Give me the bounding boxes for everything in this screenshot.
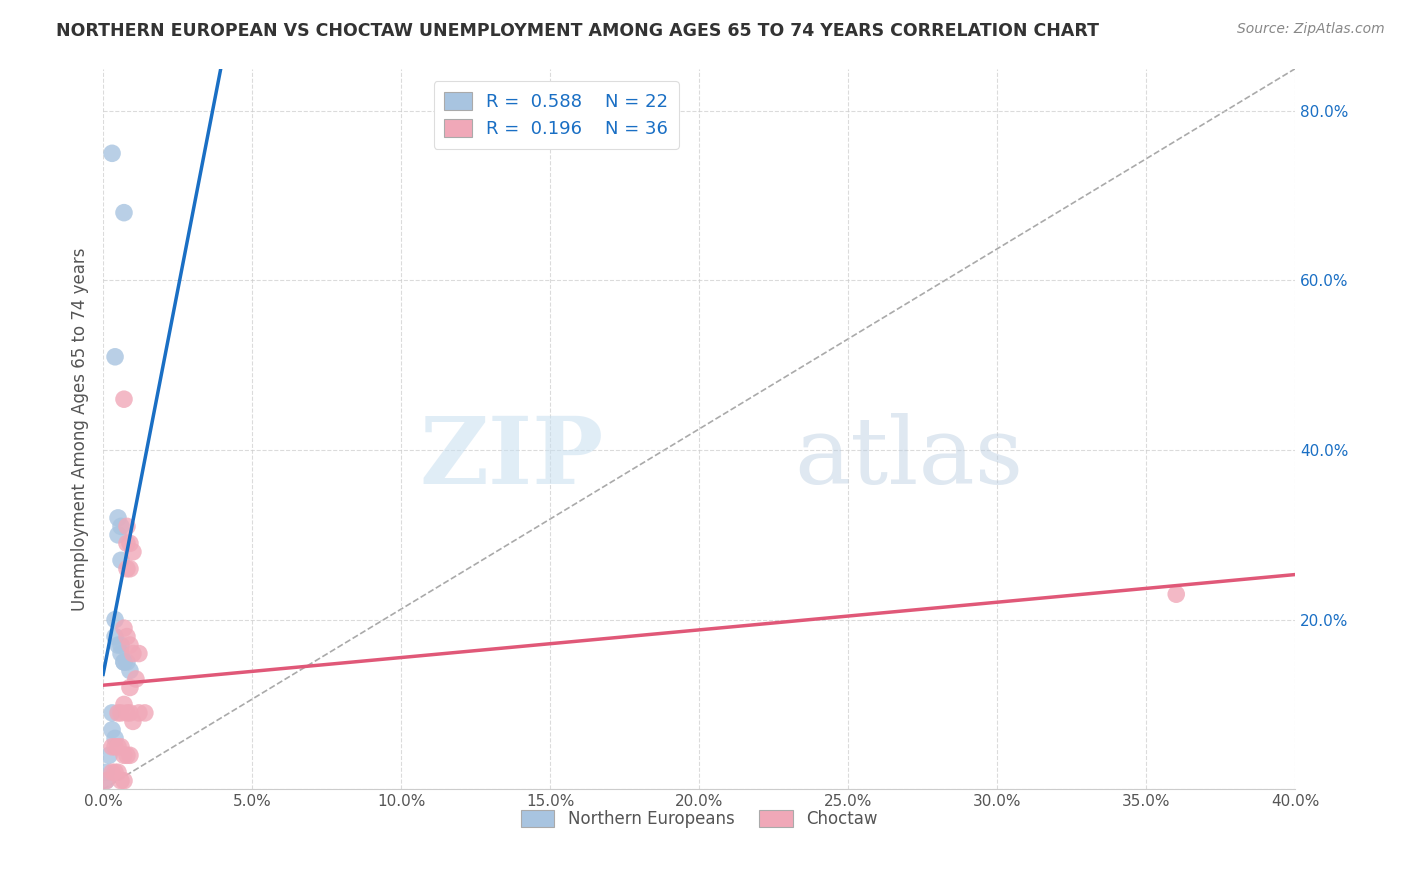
Point — [107, 638, 129, 652]
Point — [115, 706, 138, 720]
Point — [128, 706, 150, 720]
Point — [104, 350, 127, 364]
Point — [101, 765, 124, 780]
Point — [104, 739, 127, 754]
Point — [118, 638, 141, 652]
Point — [122, 647, 145, 661]
Point — [118, 681, 141, 695]
Legend: Northern Europeans, Choctaw: Northern Europeans, Choctaw — [515, 804, 884, 835]
Point — [112, 698, 135, 712]
Point — [101, 723, 124, 737]
Point — [94, 765, 117, 780]
Point — [107, 511, 129, 525]
Point — [112, 655, 135, 669]
Text: Source: ZipAtlas.com: Source: ZipAtlas.com — [1237, 22, 1385, 37]
Point — [101, 146, 124, 161]
Point — [122, 545, 145, 559]
Text: NORTHERN EUROPEAN VS CHOCTAW UNEMPLOYMENT AMONG AGES 65 TO 74 YEARS CORRELATION : NORTHERN EUROPEAN VS CHOCTAW UNEMPLOYMEN… — [56, 22, 1099, 40]
Point — [101, 706, 124, 720]
Point — [110, 773, 132, 788]
Text: atlas: atlas — [794, 413, 1024, 503]
Point — [134, 706, 156, 720]
Point — [128, 647, 150, 661]
Point — [118, 664, 141, 678]
Point — [118, 706, 141, 720]
Text: ZIP: ZIP — [419, 413, 605, 503]
Point — [115, 536, 138, 550]
Point — [110, 647, 132, 661]
Point — [107, 528, 129, 542]
Point — [118, 562, 141, 576]
Point — [115, 562, 138, 576]
Point — [107, 765, 129, 780]
Point — [115, 655, 138, 669]
Point — [104, 765, 127, 780]
Point — [125, 672, 148, 686]
Point — [112, 205, 135, 219]
Point — [101, 739, 124, 754]
Point — [104, 613, 127, 627]
Point — [118, 748, 141, 763]
Point — [115, 519, 138, 533]
Point — [122, 714, 145, 729]
Point — [112, 392, 135, 407]
Y-axis label: Unemployment Among Ages 65 to 74 years: Unemployment Among Ages 65 to 74 years — [72, 247, 89, 611]
Point — [110, 553, 132, 567]
Point — [98, 748, 121, 763]
Point — [112, 748, 135, 763]
Point — [104, 731, 127, 746]
Point — [110, 706, 132, 720]
Point — [104, 630, 127, 644]
Point — [94, 773, 117, 788]
Point — [110, 739, 132, 754]
Point — [112, 655, 135, 669]
Point — [115, 630, 138, 644]
Point — [1166, 587, 1188, 601]
Point — [110, 638, 132, 652]
Point — [94, 773, 117, 788]
Point — [107, 706, 129, 720]
Point — [118, 536, 141, 550]
Point — [115, 748, 138, 763]
Point — [112, 773, 135, 788]
Point — [110, 519, 132, 533]
Point — [112, 621, 135, 635]
Point — [107, 739, 129, 754]
